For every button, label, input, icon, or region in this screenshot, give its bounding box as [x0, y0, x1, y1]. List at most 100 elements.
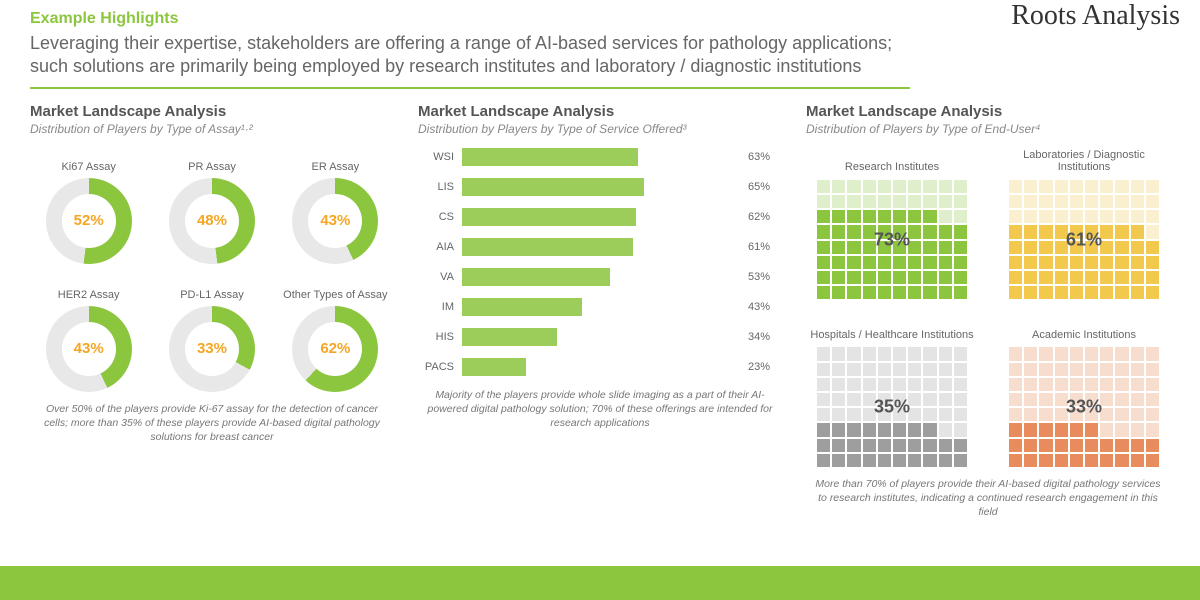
section-label: Example Highlights — [30, 10, 1170, 28]
waffle-square — [878, 256, 891, 269]
waffle-square — [847, 195, 860, 208]
waffle-square — [1009, 454, 1022, 467]
bar-label: LIS — [418, 181, 462, 193]
waffle-label: Academic Institutions — [998, 315, 1170, 341]
waffle-square — [923, 271, 936, 284]
waffle-square — [878, 271, 891, 284]
waffle-square — [1131, 210, 1144, 223]
waffle-square — [954, 256, 967, 269]
waffle-square — [939, 180, 952, 193]
waffle-square — [832, 363, 845, 376]
waffle-square — [863, 210, 876, 223]
waffle-square — [1070, 180, 1083, 193]
bar-row: VA53% — [418, 268, 782, 286]
waffle-square — [847, 180, 860, 193]
waffle-square — [1024, 256, 1037, 269]
waffle-square — [923, 210, 936, 223]
waffle-square — [1146, 180, 1159, 193]
waffle-square — [1024, 225, 1037, 238]
waffle-square — [1009, 241, 1022, 254]
waffle-square — [1085, 347, 1098, 360]
waffle-square — [817, 439, 830, 452]
waffle-square — [1115, 180, 1128, 193]
waffle-square — [954, 271, 967, 284]
waffle-pct: 61% — [1066, 229, 1102, 250]
panel-service: Market Landscape Analysis Distribution b… — [418, 103, 782, 520]
bar-row: LIS65% — [418, 178, 782, 196]
waffle-square — [1024, 241, 1037, 254]
waffle-square — [832, 241, 845, 254]
bar-fill — [462, 268, 610, 286]
donut-cell: ER Assay43% — [277, 148, 394, 264]
waffle-square — [817, 408, 830, 421]
waffle-square — [878, 439, 891, 452]
waffle-square — [908, 454, 921, 467]
waffle-square — [1009, 363, 1022, 376]
donut-chart: 52% — [46, 178, 132, 264]
waffle-square — [817, 363, 830, 376]
waffle-square — [1146, 256, 1159, 269]
donut-pct: 62% — [320, 340, 350, 357]
waffle-square — [832, 347, 845, 360]
waffle-square — [1146, 347, 1159, 360]
waffle-pct: 73% — [874, 229, 910, 250]
panel-subtitle: Distribution by Players by Type of Servi… — [418, 122, 782, 136]
waffle-square — [939, 408, 952, 421]
waffle-square — [847, 347, 860, 360]
waffle-square — [908, 180, 921, 193]
waffle-square — [847, 408, 860, 421]
waffle-square — [954, 210, 967, 223]
waffle-square — [1009, 423, 1022, 436]
waffle-square — [939, 454, 952, 467]
waffle-square — [1070, 423, 1083, 436]
waffle-square — [832, 256, 845, 269]
bar-track — [462, 268, 742, 286]
waffle-square — [1024, 271, 1037, 284]
waffle-square — [1039, 363, 1052, 376]
donut-chart: 33% — [169, 306, 255, 392]
waffle-square — [817, 423, 830, 436]
waffle-square — [1131, 286, 1144, 299]
waffle-square — [1085, 180, 1098, 193]
waffle-square — [939, 210, 952, 223]
waffle-square — [1146, 454, 1159, 467]
waffle-square — [1024, 439, 1037, 452]
waffle-square — [1146, 286, 1159, 299]
donut-cell: HER2 Assay43% — [30, 276, 147, 392]
bar-fill — [462, 208, 636, 226]
waffle-square — [939, 439, 952, 452]
waffle-square — [1024, 286, 1037, 299]
waffle-square — [1115, 271, 1128, 284]
waffle-square — [1146, 195, 1159, 208]
waffle-square — [847, 210, 860, 223]
waffle-square — [1146, 363, 1159, 376]
donut-cell: Other Types of Assay 62% — [277, 276, 394, 392]
bar-label: AIA — [418, 241, 462, 253]
waffle-pct: 35% — [874, 397, 910, 418]
bar-value: 34% — [748, 331, 782, 343]
waffle-square — [847, 454, 860, 467]
waffle-square — [847, 271, 860, 284]
waffle-square — [1070, 347, 1083, 360]
donut-label: Other Types of Assay — [277, 276, 394, 302]
waffle-square — [878, 378, 891, 391]
waffle-square — [923, 439, 936, 452]
waffle-square — [1131, 347, 1144, 360]
panel-caption: More than 70% of players provide their A… — [806, 477, 1170, 520]
bar-chart: WSI63%LIS65%CS62%AIA61%VA53%IM43%HIS34%P… — [418, 148, 782, 376]
waffle-square — [908, 195, 921, 208]
waffle-square — [863, 378, 876, 391]
donut-chart: 62% — [292, 306, 378, 392]
waffle-square — [863, 180, 876, 193]
waffle-square — [832, 271, 845, 284]
waffle-square — [893, 256, 906, 269]
bar-label: VA — [418, 271, 462, 283]
panel-assay: Market Landscape Analysis Distribution o… — [30, 103, 394, 520]
waffle-square — [847, 423, 860, 436]
donut-pct: 33% — [197, 340, 227, 357]
bar-track — [462, 328, 742, 346]
waffle-square — [863, 423, 876, 436]
waffle-square — [878, 210, 891, 223]
waffle-square — [1055, 256, 1068, 269]
waffle-square — [1085, 439, 1098, 452]
